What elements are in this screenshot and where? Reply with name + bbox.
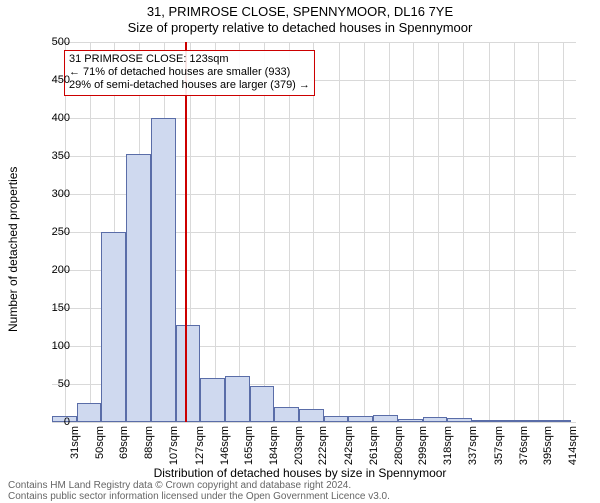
histogram-plot-area: 31 PRIMROSE CLOSE: 123sqm← 71% of detach…: [52, 42, 576, 422]
x-axis-label: Distribution of detached houses by size …: [0, 466, 600, 480]
annotation-line: ← 71% of detached houses are smaller (93…: [69, 66, 310, 79]
histogram-bar: [348, 416, 373, 422]
y-axis-label: Number of detached properties: [6, 167, 20, 332]
histogram-bar: [373, 415, 398, 422]
chart-title-address: 31, PRIMROSE CLOSE, SPENNYMOOR, DL16 7YE: [0, 4, 600, 19]
histogram-bar: [176, 325, 201, 422]
gridline-v: [514, 42, 515, 422]
histogram-bar: [472, 420, 497, 422]
x-tick-label: 299sqm: [417, 426, 429, 465]
property-annotation-box: 31 PRIMROSE CLOSE: 123sqm← 71% of detach…: [64, 50, 315, 96]
histogram-bar: [225, 376, 250, 422]
histogram-bar: [200, 378, 225, 422]
histogram-bar: [126, 154, 151, 422]
y-tick-label: 400: [30, 112, 70, 124]
property-marker-line: [185, 42, 187, 422]
histogram-bar: [77, 403, 102, 422]
x-tick-label: 165sqm: [243, 426, 255, 465]
annotation-line: 29% of semi-detached houses are larger (…: [69, 79, 310, 92]
y-tick-label: 100: [30, 340, 70, 352]
histogram-bar: [546, 420, 571, 422]
x-tick-label: 222sqm: [317, 426, 329, 465]
x-tick-label: 107sqm: [168, 426, 180, 465]
y-tick-label: 50: [30, 378, 70, 390]
gridline-v: [438, 42, 439, 422]
gridline-v: [215, 42, 216, 422]
x-tick-label: 242sqm: [343, 426, 355, 465]
y-tick-label: 250: [30, 226, 70, 238]
gridline-v: [413, 42, 414, 422]
x-tick-label: 184sqm: [268, 426, 280, 465]
gridline-v: [90, 42, 91, 422]
gridline-v: [389, 42, 390, 422]
y-tick-label: 150: [30, 302, 70, 314]
attribution-line-2: Contains public sector information licen…: [8, 491, 390, 503]
x-tick-label: 50sqm: [94, 426, 106, 459]
histogram-bar: [398, 419, 423, 422]
x-tick-label: 69sqm: [118, 426, 130, 459]
x-tick-label: 31sqm: [69, 426, 81, 459]
gridline-v: [313, 42, 314, 422]
y-tick-label: 450: [30, 74, 70, 86]
histogram-bar: [447, 418, 472, 422]
x-tick-label: 376sqm: [518, 426, 530, 465]
histogram-bar: [521, 420, 546, 422]
gridline-v: [239, 42, 240, 422]
gridline-v: [463, 42, 464, 422]
chart-title-desc: Size of property relative to detached ho…: [0, 20, 600, 35]
gridline-v: [339, 42, 340, 422]
x-tick-label: 203sqm: [293, 426, 305, 465]
x-tick-label: 280sqm: [393, 426, 405, 465]
x-tick-label: 127sqm: [194, 426, 206, 465]
y-tick-label: 300: [30, 188, 70, 200]
histogram-bar: [151, 118, 176, 422]
x-tick-label: 88sqm: [143, 426, 155, 459]
y-tick-label: 500: [30, 36, 70, 48]
histogram-bar: [324, 416, 349, 422]
histogram-bar: [250, 386, 275, 422]
gridline-v: [289, 42, 290, 422]
histogram-bar: [497, 420, 522, 422]
gridline-v: [489, 42, 490, 422]
x-tick-label: 318sqm: [442, 426, 454, 465]
x-tick-label: 395sqm: [542, 426, 554, 465]
gridline-v: [563, 42, 564, 422]
x-tick-label: 261sqm: [368, 426, 380, 465]
x-tick-label: 357sqm: [493, 426, 505, 465]
gridline-v: [538, 42, 539, 422]
histogram-bar: [299, 409, 324, 422]
histogram-bar: [274, 407, 299, 422]
histogram-bar: [101, 232, 126, 422]
gridline-v: [364, 42, 365, 422]
y-tick-label: 350: [30, 150, 70, 162]
histogram-bar: [423, 417, 448, 422]
gridline-v: [264, 42, 265, 422]
x-tick-label: 146sqm: [219, 426, 231, 465]
x-tick-label: 337sqm: [467, 426, 479, 465]
gridline-h: [52, 422, 576, 423]
annotation-line: 31 PRIMROSE CLOSE: 123sqm: [69, 53, 310, 66]
y-tick-label: 200: [30, 264, 70, 276]
y-tick-label: 0: [30, 416, 70, 428]
x-tick-label: 414sqm: [567, 426, 579, 465]
